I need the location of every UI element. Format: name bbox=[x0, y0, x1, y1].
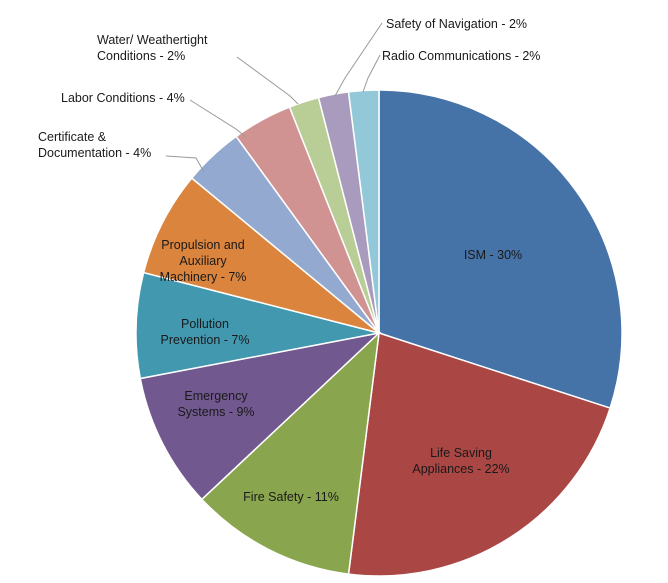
slice-label-certificate: Certificate & Documentation - 4% bbox=[38, 130, 151, 160]
pie-slice-ism-30 bbox=[378, 89, 623, 410]
slice-label-water-weathertight: Water/ Weathertight Conditions - 2% bbox=[97, 33, 208, 63]
pie-slice-fire-safety-11 bbox=[200, 331, 381, 575]
leader-line-water-weathertight bbox=[236, 56, 299, 105]
slice-label-radio-communications-2: Radio Communications - 2% bbox=[382, 49, 540, 63]
slice-label-emergency: Emergency Systems - 9% bbox=[177, 389, 254, 419]
pie-slice-propulsion-and bbox=[142, 177, 380, 334]
slice-label-propulsion-and: Propulsion and Auxiliary Machinery - 7% bbox=[160, 238, 247, 284]
pie-slice-pollution bbox=[135, 271, 380, 380]
leader-line-certificate bbox=[165, 155, 205, 173]
pie-slice-life-saving bbox=[347, 332, 612, 577]
pie-slices bbox=[135, 89, 623, 577]
leader-line-radio-communications-2 bbox=[362, 54, 381, 93]
slice-label-pollution: Pollution Prevention - 7% bbox=[161, 317, 250, 347]
slice-label-fire-safety-11: Fire Safety - 11% bbox=[243, 490, 339, 504]
slice-label-labor-conditions-4: Labor Conditions - 4% bbox=[61, 91, 185, 105]
pie-slice-emergency bbox=[139, 331, 382, 501]
slice-label-ism-30: ISM - 30% bbox=[464, 248, 522, 262]
slice-label-safety-of-navigation-2: Safety of Navigation - 2% bbox=[386, 17, 527, 31]
leader-lines bbox=[165, 22, 383, 173]
leader-line-safety-of-navigation-2 bbox=[334, 22, 383, 97]
slice-label-life-saving: Life Saving Appliances - 22% bbox=[412, 446, 509, 476]
leader-line-labor-conditions-4 bbox=[189, 99, 247, 138]
slice-labels: ISM - 30% Life Saving Appliances - 22% Fire… bbox=[38, 17, 540, 504]
